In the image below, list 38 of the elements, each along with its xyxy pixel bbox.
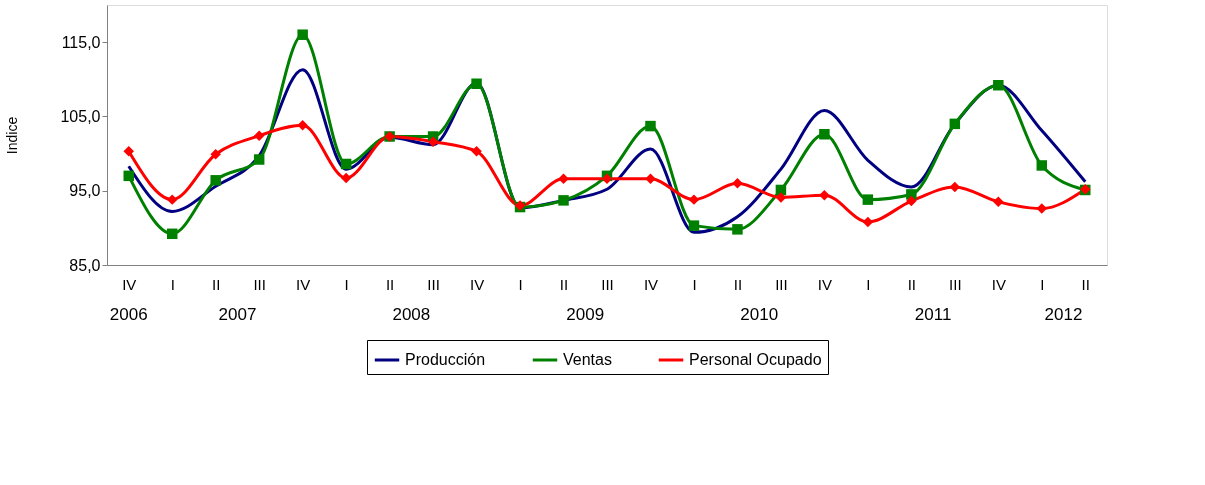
x-tick-label: III (427, 275, 440, 293)
x-tick-label: II (559, 275, 569, 293)
x-tick-label: III (601, 275, 614, 293)
x-tick-label: IV (643, 275, 659, 293)
x-tick-label: I (344, 275, 349, 293)
legend-label: Producción (405, 351, 486, 368)
text: 2008 (392, 305, 431, 324)
x-tick-label: IV (122, 275, 137, 293)
text: 2012 (1044, 305, 1083, 324)
y-tick-label: 115,0 (61, 33, 101, 51)
x-tick-label: IV (991, 275, 1006, 293)
legend-label: Personal Ocupado (689, 351, 822, 368)
x-tick-label: II (907, 275, 917, 293)
x-tick-label: IV (469, 275, 485, 293)
y-tick-label: 95,0 (69, 182, 101, 200)
x-tick-label: III (949, 275, 962, 293)
y-tick-label: 105,0 (60, 107, 101, 125)
x-tick-label: III (253, 275, 266, 293)
legend-label: Ventas (563, 351, 612, 368)
y-axis-title: Indice (4, 116, 21, 155)
text: 2006 (109, 305, 148, 324)
x-tick-label: I (692, 275, 697, 293)
x-tick-label: I (170, 275, 175, 293)
x-tick-label: IV (817, 275, 832, 293)
text: 2011 (914, 305, 952, 324)
x-tick-label: II (1081, 275, 1090, 293)
text: 2009 (566, 305, 605, 324)
y-tick-label: 85,0 (69, 256, 101, 274)
x-tick-label: I (1040, 275, 1045, 293)
x-tick-label: II (385, 275, 395, 293)
x-tick-label: I (866, 275, 871, 293)
x-tick-label: III (775, 275, 788, 293)
x-tick-label: I (518, 275, 523, 293)
x-tick-label: IV (296, 275, 311, 293)
x-tick-label: II (733, 275, 743, 293)
text: 2010 (740, 305, 779, 324)
text: 2007 (218, 305, 257, 324)
x-tick-label: II (212, 275, 221, 293)
